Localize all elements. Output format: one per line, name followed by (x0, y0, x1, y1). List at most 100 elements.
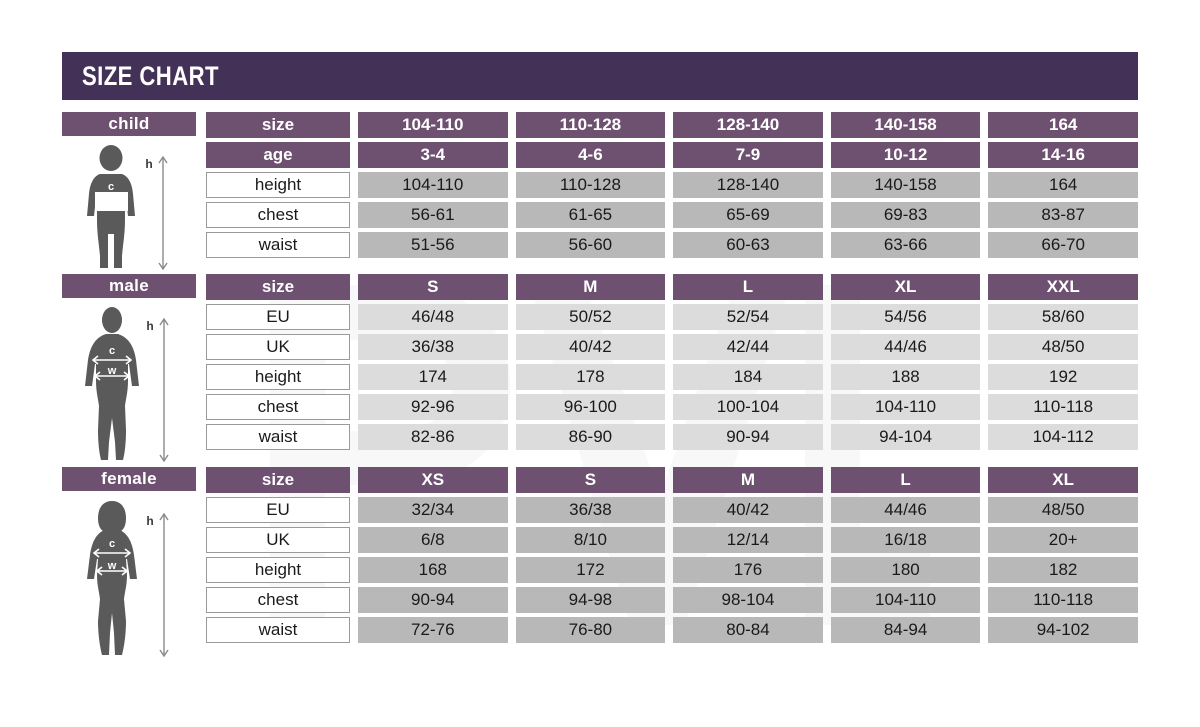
cell-male-UK-0: 36/38 (358, 334, 508, 360)
cell-child-waist-3: 63-66 (830, 232, 981, 258)
cell-child-chest-2: 65-69 (673, 202, 823, 228)
male-figure-box: c w h (62, 306, 196, 466)
cell-child-height-0: 104-110 (358, 172, 508, 198)
cell-female-height-3: 180 (830, 557, 981, 583)
column-header-child-3: 140-158 (830, 112, 981, 138)
cell-female-UK-1: 8/10 (515, 527, 666, 553)
column-header-male-2: L (673, 274, 823, 300)
svg-text:c: c (109, 538, 115, 550)
cell-male-waist-2: 90-94 (673, 424, 823, 450)
row-label-male-UK: UK (206, 334, 350, 360)
cell-male-UK-1: 40/42 (515, 334, 666, 360)
cell-female-UK-4: 20+ (988, 527, 1138, 553)
column-header-child-1: 4-6 (515, 142, 666, 168)
cell-male-UK-3: 44/46 (830, 334, 981, 360)
page-title: SIZE CHART (82, 60, 219, 91)
svg-text:w: w (106, 200, 116, 212)
table-row: chest 90-94 94-98 98-104 104-110 110-118 (206, 587, 1138, 613)
cell-male-UK-4: 48/50 (988, 334, 1138, 360)
column-header-child-4: 164 (988, 112, 1138, 138)
table-row: UK 6/8 8/10 12/14 16/18 20+ (206, 527, 1138, 553)
cell-child-height-2: 128-140 (673, 172, 823, 198)
male-rows: size S M L XL XXL EU 46/48 50/52 52/54 54/56 58/60 U… (206, 274, 1138, 450)
row-header-child-age: age (206, 142, 350, 168)
child-data-grid: size 104-110 110-128 128-140 140-158 164 age 3-… (206, 112, 1138, 262)
cell-female-EU-4: 48/50 (988, 497, 1138, 523)
table-row: height 174 178 184 188 192 (206, 364, 1138, 390)
row-header-female-size: size (206, 467, 350, 493)
table-row: height 168 172 176 180 182 (206, 557, 1138, 583)
row-label-male-EU: EU (206, 304, 350, 330)
cell-male-EU-2: 52/54 (673, 304, 823, 330)
table-row: waist 72-76 76-80 80-84 84-94 94-102 (206, 617, 1138, 643)
column-header-child-0: 104-110 (358, 112, 508, 138)
column-header-female-1: S (515, 467, 666, 493)
table-row: height 104-110 110-128 128-140 140-158 164 (206, 172, 1138, 198)
cell-child-chest-0: 56-61 (358, 202, 508, 228)
row-label-child-height: height (206, 172, 350, 198)
child-figure-box: c w h (62, 144, 196, 272)
svg-text:w: w (107, 560, 117, 572)
row-label-female-UK: UK (206, 527, 350, 553)
row-label-female-height: height (206, 557, 350, 583)
cell-child-height-3: 140-158 (830, 172, 981, 198)
cell-child-height-1: 110-128 (515, 172, 666, 198)
female-rows: size XS S M L XL EU 32/34 36/38 40/42 44/46 48/50 UK… (206, 467, 1138, 643)
cell-female-height-4: 182 (988, 557, 1138, 583)
row-label-male-waist: waist (206, 424, 350, 450)
cell-female-UK-2: 12/14 (673, 527, 823, 553)
cell-male-height-3: 188 (830, 364, 981, 390)
cell-female-EU-1: 36/38 (515, 497, 666, 523)
cell-child-chest-4: 83-87 (988, 202, 1138, 228)
row-label-female-waist: waist (206, 617, 350, 643)
cell-male-waist-0: 82-86 (358, 424, 508, 450)
column-header-male-1: M (515, 274, 666, 300)
cell-female-waist-4: 94-102 (988, 617, 1138, 643)
cell-female-UK-3: 16/18 (830, 527, 981, 553)
column-header-male-3: XL (830, 274, 981, 300)
cell-male-chest-2: 100-104 (673, 394, 823, 420)
cell-male-waist-1: 86-90 (515, 424, 666, 450)
group-label-male: male (62, 274, 196, 298)
row-header-male-size: size (206, 274, 350, 300)
cell-female-chest-1: 94-98 (515, 587, 666, 613)
table-row: size XS S M L XL (206, 467, 1138, 493)
table-row: chest 56-61 61-65 65-69 69-83 83-87 (206, 202, 1138, 228)
column-header-male-0: S (358, 274, 508, 300)
cell-male-height-0: 174 (358, 364, 508, 390)
table-row: size 104-110 110-128 128-140 140-158 164 (206, 112, 1138, 138)
row-label-male-height: height (206, 364, 350, 390)
cell-male-EU-1: 50/52 (515, 304, 666, 330)
cell-male-height-4: 192 (988, 364, 1138, 390)
cell-child-waist-1: 56-60 (515, 232, 666, 258)
column-header-female-2: M (673, 467, 823, 493)
group-label-female: female (62, 467, 196, 491)
row-label-male-chest: chest (206, 394, 350, 420)
column-header-female-3: L (830, 467, 981, 493)
cell-female-chest-4: 110-118 (988, 587, 1138, 613)
cell-male-EU-4: 58/60 (988, 304, 1138, 330)
cell-female-waist-1: 76-80 (515, 617, 666, 643)
svg-text:h: h (146, 514, 153, 528)
cell-male-waist-4: 104-112 (988, 424, 1138, 450)
table-row: EU 32/34 36/38 40/42 44/46 48/50 (206, 497, 1138, 523)
cell-male-chest-0: 92-96 (358, 394, 508, 420)
female-data-grid: size XS S M L XL EU 32/34 36/38 40/42 44/46 48/50 UK… (206, 467, 1138, 647)
column-header-child-4: 14-16 (988, 142, 1138, 168)
cell-female-EU-2: 40/42 (673, 497, 823, 523)
cell-male-chest-3: 104-110 (830, 394, 981, 420)
svg-text:c: c (109, 345, 115, 357)
female-figure-box: c w h (62, 499, 196, 659)
cell-child-waist-4: 66-70 (988, 232, 1138, 258)
cell-male-chest-1: 96-100 (515, 394, 666, 420)
row-header-child-size: size (206, 112, 350, 138)
column-header-child-1: 110-128 (515, 112, 666, 138)
cell-child-chest-1: 61-65 (515, 202, 666, 228)
group-label-child: child (62, 112, 196, 136)
male-figure-column: male c w (62, 274, 196, 466)
table-row: waist 82-86 86-90 90-94 94-104 104-112 (206, 424, 1138, 450)
cell-female-EU-0: 32/34 (358, 497, 508, 523)
female-silhouette-icon: c w h (87, 501, 169, 658)
child-rows: size 104-110 110-128 128-140 140-158 164 age 3-… (206, 112, 1138, 258)
row-label-child-chest: chest (206, 202, 350, 228)
